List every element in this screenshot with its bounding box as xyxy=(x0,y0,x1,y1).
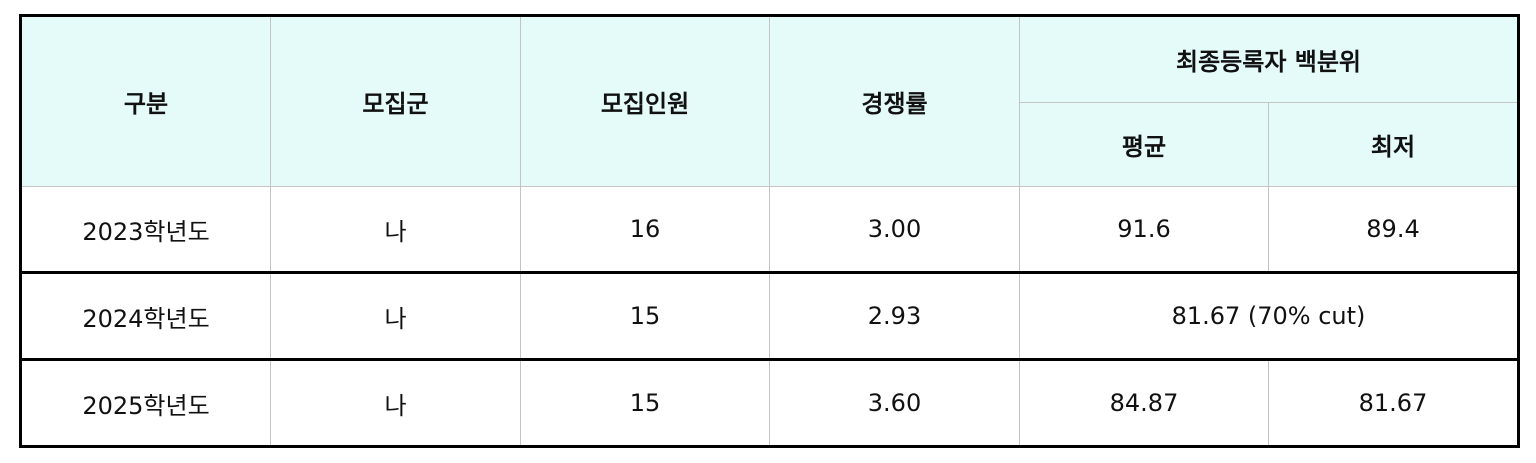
cell-competition: 3.00 xyxy=(769,186,1020,273)
table-row: 2024학년도 나 15 2.93 81.67 (70% cut) xyxy=(20,271,1519,360)
cell-percentile-merged: 81.67 (70% cut) xyxy=(1019,271,1519,360)
cell-year: 2023학년도 xyxy=(20,186,271,273)
header-average: 평균 xyxy=(1019,102,1269,187)
cell-average: 84.87 xyxy=(1019,358,1269,447)
cell-quota: 15 xyxy=(520,271,770,360)
header-lowest: 최저 xyxy=(1268,102,1519,187)
table-row: 2023학년도 나 16 3.00 91.6 89.4 xyxy=(20,186,1519,273)
cell-average: 91.6 xyxy=(1019,186,1269,273)
header-quota: 모집인원 xyxy=(520,15,770,187)
cell-group: 나 xyxy=(270,271,521,360)
cell-group: 나 xyxy=(270,186,521,273)
cell-competition: 2.93 xyxy=(769,271,1020,360)
header-group: 모집군 xyxy=(270,15,521,187)
cell-group: 나 xyxy=(270,358,521,447)
cell-quota: 16 xyxy=(520,186,770,273)
cell-year: 2024학년도 xyxy=(20,271,271,360)
cell-quota: 15 xyxy=(520,358,770,447)
cell-competition: 3.60 xyxy=(769,358,1020,447)
cell-lowest: 89.4 xyxy=(1268,186,1519,273)
header-category: 구분 xyxy=(20,15,271,187)
header-percentile: 최종등록자 백분위 xyxy=(1019,15,1519,103)
cell-year: 2025학년도 xyxy=(20,358,271,447)
cell-lowest: 81.67 xyxy=(1268,358,1519,447)
admission-results-table: 구분 모집군 모집인원 경쟁률 최종등록자 백분위 평균 최저 2023학년도 … xyxy=(19,14,1520,448)
table-row: 2025학년도 나 15 3.60 84.87 81.67 xyxy=(20,358,1519,447)
header-competition: 경쟁률 xyxy=(769,15,1020,187)
